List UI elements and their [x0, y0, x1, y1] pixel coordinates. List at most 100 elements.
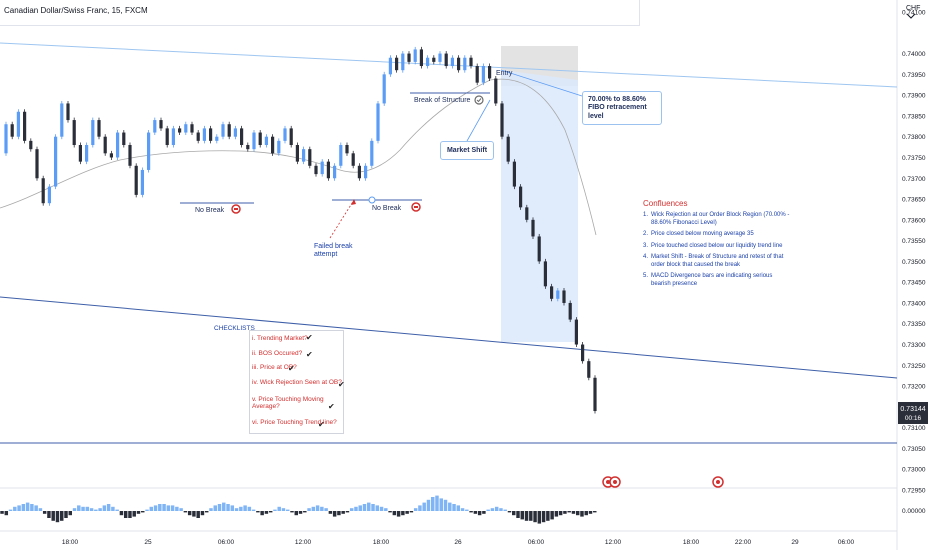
- candle-body: [562, 290, 566, 303]
- macd-bar: [405, 511, 409, 514]
- macd-bar: [413, 508, 418, 511]
- macd-bar: [153, 505, 158, 511]
- macd-bar: [34, 505, 38, 511]
- bos-check-mark: [476, 98, 482, 103]
- macd-bar: [430, 497, 435, 511]
- macd-bar: [477, 511, 482, 516]
- confluence-item: 1. Wick Rejection at our Order Block Regi…: [643, 212, 793, 227]
- candle-body: [60, 103, 64, 137]
- macd-bar: [226, 504, 230, 511]
- candle-body: [382, 74, 386, 104]
- macd-bar: [537, 511, 542, 524]
- candle-body: [246, 145, 250, 150]
- confluences-title: Confluences: [643, 199, 688, 208]
- price-axis-panel[interactable]: [897, 0, 932, 550]
- macd-bar: [230, 505, 235, 511]
- candle-body: [376, 103, 380, 141]
- macd-bar: [123, 511, 128, 518]
- macd-bar: [149, 506, 154, 511]
- confluence-list: 1. Wick Rejection at our Order Block Regi…: [643, 212, 793, 288]
- time-tick-label: 12:00: [295, 539, 312, 546]
- current-price-badge: [898, 402, 928, 424]
- candle-body: [41, 178, 45, 204]
- macd-bar: [222, 502, 226, 511]
- macd-bar: [345, 511, 350, 513]
- candle-body: [550, 286, 554, 299]
- countdown-label: 00:16: [905, 415, 922, 422]
- confluence-item: 4. Market Shift - Break of Structure and …: [643, 254, 793, 269]
- candle-body: [178, 128, 182, 133]
- macd-bar: [170, 505, 175, 511]
- macd-bar: [145, 509, 149, 511]
- checklist-panel: i. Trending Market? ✔ ii. BOS Occured? ✔ iii…: [249, 330, 345, 434]
- candle-body: [128, 145, 132, 166]
- macd-bar: [119, 511, 124, 516]
- price-tick-label: 0.73700: [902, 176, 926, 183]
- candle-body: [543, 261, 547, 287]
- macd-bar: [558, 511, 563, 516]
- macd-bar: [141, 511, 145, 513]
- candle-body: [4, 124, 8, 154]
- candle-body: [283, 128, 287, 141]
- macd-bar: [367, 502, 371, 511]
- macd-bar: [111, 506, 115, 511]
- lower-trendline: [0, 296, 898, 379]
- candle-body: [233, 128, 237, 137]
- macd-bar: [303, 511, 307, 513]
- macd-bar: [320, 506, 324, 511]
- confluence-item: 5. MACD Divergence bars are indicating se…: [643, 273, 793, 288]
- macd-bar: [469, 511, 473, 513]
- price-tick-label: 0.73350: [902, 321, 926, 328]
- bos-label: Break of Structure: [414, 97, 471, 104]
- macd-bar: [520, 511, 525, 520]
- macd-bar: [512, 511, 516, 516]
- symbol-title[interactable]: Canadian Dollar/Swiss Franc, 15, FXCM: [4, 6, 148, 15]
- macd-bar: [51, 511, 55, 521]
- macd-bar: [68, 511, 72, 516]
- macd-bar: [294, 511, 298, 516]
- macd-bar: [473, 511, 478, 514]
- macd-bar: [247, 506, 252, 511]
- macd-bar: [332, 511, 337, 517]
- candle-body: [10, 124, 14, 137]
- confluence-text: Wick Rejection at our Order Block Region…: [651, 212, 790, 226]
- checkmark-icon: ✔: [306, 350, 313, 359]
- currency-button[interactable]: CHF: [906, 5, 921, 12]
- price-tick-label: 0.72950: [902, 488, 926, 495]
- macd-bar: [77, 505, 81, 511]
- candle-body: [221, 124, 225, 137]
- macd-bar: [213, 505, 217, 511]
- candle-body: [525, 207, 529, 220]
- macd-bar: [98, 508, 102, 511]
- candle-body: [109, 153, 113, 158]
- macd-bar: [273, 509, 277, 511]
- candle-body: [78, 145, 82, 162]
- macd-bar: [533, 511, 537, 523]
- time-tick-label: 26: [454, 539, 462, 546]
- time-tick-label: 18:00: [683, 539, 700, 546]
- candle-body: [593, 377, 597, 412]
- candle-body: [413, 49, 417, 62]
- price-tick-label: 0.73900: [902, 93, 926, 100]
- candle-body: [426, 57, 430, 67]
- macd-bar: [379, 506, 384, 511]
- checklist-item: ii. BOS Occured?: [252, 350, 303, 357]
- settings-arrow-icon[interactable]: [904, 11, 918, 21]
- confluences-panel: Confluences 1. Wick Rejection at our Orde…: [643, 199, 793, 292]
- no-break-label-2: No Break: [372, 205, 402, 212]
- candle-body: [16, 111, 20, 137]
- price-tick-label: 0.73600: [902, 217, 926, 224]
- macd-bar: [584, 511, 588, 516]
- macd-bar: [516, 511, 520, 518]
- candle-body: [23, 111, 27, 141]
- checklist-item: i. Trending Market?: [252, 335, 308, 342]
- upper-trendline: [0, 42, 898, 88]
- failed-break-line-1: Failed break: [314, 243, 353, 250]
- macd-bar: [328, 511, 333, 514]
- time-tick-label: 06:00: [838, 539, 855, 546]
- candle-body: [568, 302, 572, 320]
- no-break-icon-1-bar: [234, 208, 238, 210]
- macd-bar: [575, 511, 580, 516]
- candlestick-series: [4, 46, 597, 414]
